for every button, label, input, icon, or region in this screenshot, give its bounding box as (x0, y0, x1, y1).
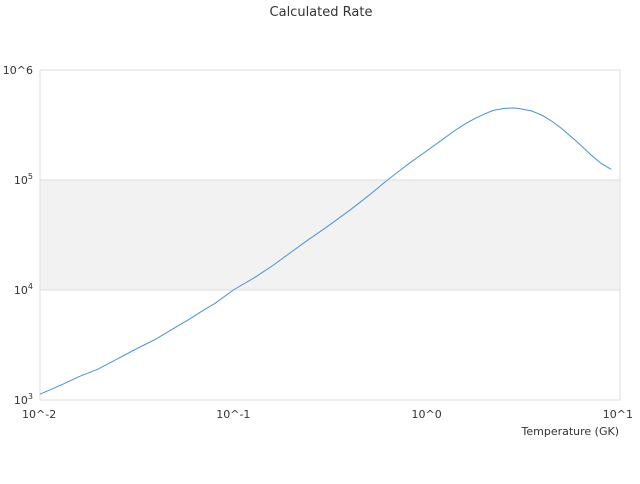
x-tick-label-3: 10^1 (603, 408, 633, 421)
shaded-band (40, 180, 620, 290)
y-tick-label-0: 103 (14, 392, 33, 407)
y-tick-label-3: 10^6 (3, 64, 33, 77)
x-tick-label-0: 10^-2 (22, 408, 56, 421)
plot-area (39, 69, 621, 401)
x-axis-title: Temperature (GK) (521, 425, 620, 438)
x-tick-label-1: 10^-1 (216, 408, 250, 421)
chart-title: Calculated Rate (270, 5, 373, 20)
y-axis-ticks: 103 104 105 10^6 (3, 64, 33, 407)
y-tick-label-1: 104 (14, 282, 33, 297)
y-tick-label-2: 105 (14, 172, 33, 187)
series-line-0 (39, 107, 612, 395)
x-axis-ticks: 10^-2 10^-1 10^0 10^1 (22, 408, 633, 421)
x-tick-label-2: 10^0 (412, 408, 442, 421)
